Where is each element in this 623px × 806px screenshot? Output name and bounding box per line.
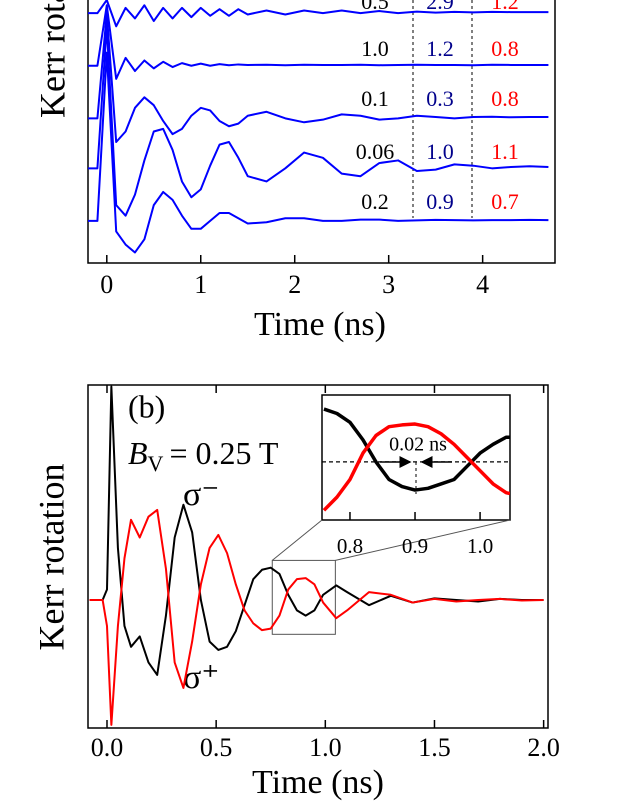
field-value: = 0.25 T <box>169 435 278 471</box>
trace-label: 0.1 <box>361 86 389 111</box>
plot-area <box>88 0 549 254</box>
trace <box>89 508 544 726</box>
zoom-box <box>271 559 336 635</box>
trace <box>88 51 549 254</box>
x-tick-label: 2 <box>288 270 301 299</box>
x-axis-title: Time (ns) <box>254 306 386 343</box>
trace <box>88 12 549 144</box>
x-tick-label: 0.0 <box>91 733 124 762</box>
bottom-frame <box>87 384 549 729</box>
inset-frame <box>321 394 511 521</box>
x-tick-label: 1 <box>194 270 207 299</box>
trace-label: 1.0 <box>361 36 389 61</box>
series-label: σ⁻ <box>183 476 219 513</box>
x-tick-label: 1.0 <box>309 733 342 762</box>
trace-label: 1.1 <box>491 139 519 164</box>
field-subscript: V <box>148 451 164 476</box>
trace-label: 1.2 <box>426 36 454 61</box>
trace-label: 0.3 <box>426 86 454 111</box>
series-label: σ⁺ <box>183 659 219 696</box>
x-tick-label: 0 <box>100 270 113 299</box>
y-axis-title: Kerr rotation <box>32 0 72 118</box>
trace-label: 0.5 <box>361 0 389 14</box>
trace <box>88 4 549 80</box>
x-axis-title: Time (ns) <box>252 764 384 801</box>
trace-label: 1.2 <box>491 0 519 14</box>
plot-area <box>322 407 510 512</box>
y-axis-title: Kerr rotation <box>31 464 71 651</box>
x-tick-label: 1.5 <box>418 733 451 762</box>
x-tick-label: 2.0 <box>527 733 560 762</box>
x-tick-label: 0.5 <box>200 733 233 762</box>
x-tick-label: 0.8 <box>337 534 363 558</box>
x-tick-label: 4 <box>476 270 489 299</box>
trace-label: 1.0 <box>426 139 454 164</box>
trace-label: 0.06 <box>356 139 395 164</box>
field-label: BV = 0.25 T <box>128 435 279 476</box>
panel-label: (b) <box>128 388 165 424</box>
trace <box>88 25 549 217</box>
x-tick-label: 0.9 <box>402 534 428 558</box>
trace-label: 2.9 <box>426 0 454 14</box>
trace <box>88 0 549 28</box>
trace <box>323 407 510 492</box>
trace-label: 0.8 <box>491 86 519 111</box>
trace-label: 0.7 <box>491 189 519 214</box>
inset-annotation: 0.02 ns <box>389 434 447 456</box>
top-frame <box>87 0 556 264</box>
zoom-connector <box>271 519 323 561</box>
trace-label: 0.9 <box>426 189 454 214</box>
x-tick-label: 1.0 <box>467 534 493 558</box>
x-tick-label: 3 <box>382 270 395 299</box>
trace-label: 0.8 <box>491 36 519 61</box>
field-symbol: B <box>128 435 148 471</box>
trace-label: 0.2 <box>361 189 389 214</box>
zoom-connector <box>335 519 511 561</box>
plot-area <box>89 385 544 726</box>
trace <box>322 422 510 512</box>
